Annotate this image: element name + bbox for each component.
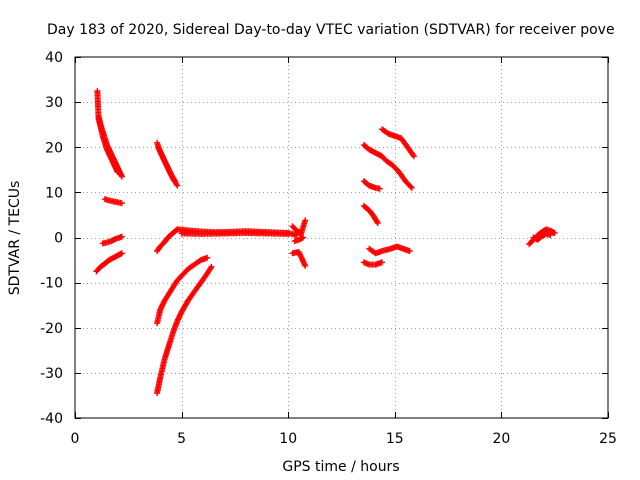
- y-axis-title: SDTVAR / TECUs: [7, 181, 23, 296]
- data-point: [208, 263, 215, 270]
- x-tick-label: 5: [177, 431, 186, 447]
- y-tick-label: -40: [40, 411, 63, 427]
- y-tick-label: -20: [40, 321, 63, 337]
- x-tick-label: 15: [386, 431, 404, 447]
- y-tick-label: 0: [54, 231, 63, 247]
- y-tick-label: -10: [40, 276, 63, 292]
- data-point: [551, 229, 558, 236]
- data-point: [172, 178, 179, 185]
- y-tick-label: 40: [45, 50, 63, 66]
- data-point: [302, 217, 309, 224]
- chart-title: Day 183 of 2020, Sidereal Day-to-day VTE…: [47, 22, 615, 38]
- y-tick-label: 10: [45, 185, 63, 201]
- data-point-fill: [407, 183, 414, 190]
- data-point: [118, 233, 125, 240]
- data-points: [93, 87, 558, 397]
- data-point: [118, 173, 125, 180]
- data-point: [174, 182, 181, 189]
- plot-frame: [74, 56, 609, 419]
- x-tick-label: 20: [492, 431, 510, 447]
- data-point-fill: [374, 218, 381, 225]
- data-point: [374, 220, 381, 227]
- data-point: [410, 153, 417, 160]
- axis-ticks: 0 5 10 15 20 25 -40 -30 -20 -10 0 10 20 30 40: [40, 50, 617, 447]
- data-point: [406, 248, 413, 255]
- data-point: [376, 185, 383, 192]
- data-point: [204, 254, 211, 261]
- x-tick-label: 25: [599, 431, 617, 447]
- data-point: [547, 232, 554, 239]
- data-point: [302, 262, 309, 269]
- data-point: [118, 250, 125, 257]
- x-tick-label: 0: [71, 431, 80, 447]
- data-point: [285, 230, 292, 237]
- data-point: [408, 184, 415, 191]
- data-point-fill: [410, 151, 417, 158]
- x-tick-label: 10: [279, 431, 297, 447]
- data-point: [118, 200, 125, 207]
- data-point: [379, 259, 386, 266]
- data-point: [114, 169, 121, 176]
- data-point: [300, 234, 307, 241]
- y-tick-label: 20: [45, 140, 63, 156]
- y-tick-label: 30: [45, 95, 63, 111]
- x-axis-title: GPS time / hours: [282, 459, 399, 475]
- y-tick-label: -30: [40, 366, 63, 382]
